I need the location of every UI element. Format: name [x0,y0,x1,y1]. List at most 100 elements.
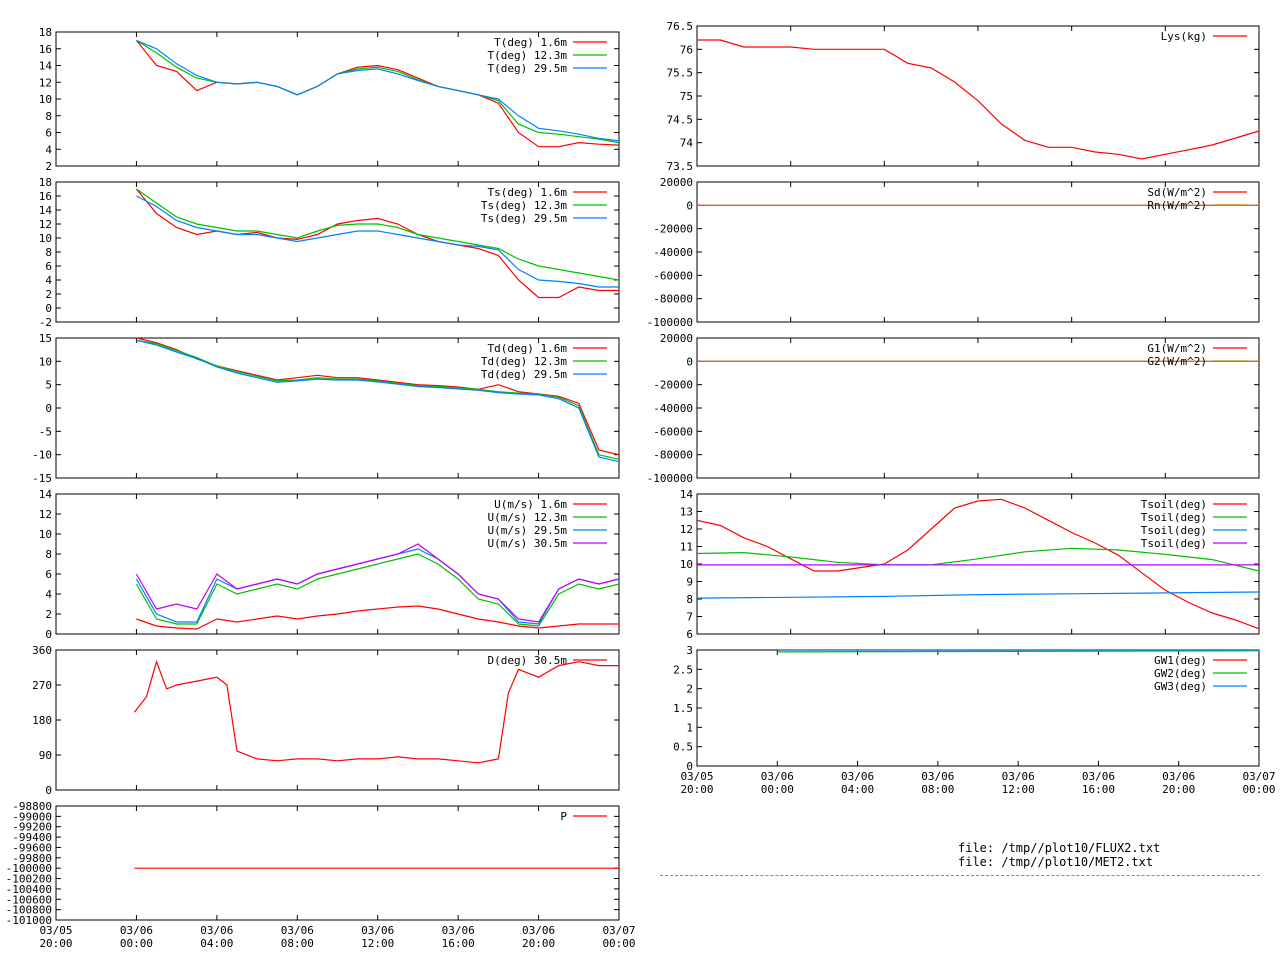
y-tick-label: 2 [45,160,52,173]
x-tick-label: 16:00 [1082,783,1115,796]
x-tick-label: 20:00 [522,937,555,950]
y-tick-label: 4 [45,274,52,287]
y-tick-label: 4 [45,143,52,156]
y-tick-label: 12 [39,76,52,89]
x-tick-label: 03/06 [281,924,314,937]
y-tick-label: 73.5 [667,160,694,173]
y-tick-label: 18 [39,176,52,189]
y-tick-label: 20000 [660,332,693,345]
legend-label: U(m/s) 30.5m [488,537,568,550]
y-tick-label: 0.5 [673,741,693,754]
y-tick-label: 6 [45,127,52,140]
plot-frame [696,649,1260,767]
y-tick-label: 0 [45,784,52,797]
y-tick-label: 15 [39,332,52,345]
y-tick-label: 7 [686,611,693,624]
y-tick-label: -101000 [6,914,52,927]
series-line [136,339,620,463]
y-tick-label: 8 [45,548,52,561]
x-tick-label: 03/06 [442,924,475,937]
legend-label: GW3(deg) [1154,680,1207,693]
y-tick-label: 5 [45,379,52,392]
x-tick-label: 12:00 [1002,783,1035,796]
x-tick-label: 03/06 [1002,770,1035,783]
y-tick-label: 360 [32,644,52,657]
y-tick-label: 4 [45,588,52,601]
x-tick-label: 00:00 [120,937,153,950]
y-tick-label: 0 [45,402,52,415]
y-tick-label: 76 [680,43,693,56]
y-tick-label: 16 [39,43,52,56]
y-tick-label: 20000 [660,176,693,189]
legend-label: Rn(W/m^2) [1147,199,1207,212]
legend-label: U(m/s) 12.3m [488,511,568,524]
y-tick-label: -80000 [653,293,693,306]
y-tick-label: 1.5 [673,702,693,715]
y-tick-label: 0 [686,355,693,368]
y-tick-label: 0 [45,628,52,641]
y-tick-label: -100000 [647,316,693,329]
y-tick-label: -40000 [653,246,693,259]
y-tick-label: 0 [686,760,693,773]
y-tick-label: -80000 [653,449,693,462]
y-tick-label: -99400 [12,831,52,844]
y-tick-label: 8 [45,246,52,259]
x-tick-label: 20:00 [1162,783,1195,796]
plot-frame [696,493,1260,635]
y-tick-label: 10 [39,528,52,541]
series-line [777,650,1260,653]
y-tick-label: 2.5 [673,663,693,676]
legend-label: Td(deg) 1.6m [488,342,568,355]
y-tick-label: 14 [39,60,53,73]
y-tick-label: -60000 [653,269,693,282]
y-tick-label: -100800 [6,904,52,917]
plot-frame [55,31,620,167]
plot-frame [55,493,620,635]
y-tick-label: -99600 [12,841,52,854]
y-tick-label: -99200 [12,821,52,834]
y-tick-label: 2 [45,608,52,621]
x-tick-label: 20:00 [680,783,713,796]
x-tick-label: 03/06 [120,924,153,937]
y-tick-label: -15 [32,472,52,485]
y-tick-label: 6 [686,628,693,641]
x-tick-label: 00:00 [761,783,794,796]
legend-label: T(deg) 12.3m [488,49,568,62]
y-tick-label: -100400 [6,883,52,896]
y-tick-label: 6 [45,568,52,581]
y-tick-label: 14 [39,488,53,501]
y-tick-label: -40000 [653,402,693,415]
y-tick-label: 3 [686,644,693,657]
y-tick-label: 10 [39,355,52,368]
y-tick-label: 12 [680,523,693,536]
y-tick-label: 1 [686,721,693,734]
y-tick-label: -20000 [653,379,693,392]
y-tick-label: -100600 [6,893,52,906]
legend-label: Tsoil(deg) [1141,511,1207,524]
y-tick-label: 6 [45,260,52,273]
y-tick-label: 76.5 [667,20,694,33]
legend-label: GW2(deg) [1154,667,1207,680]
y-tick-label: -99800 [12,852,52,865]
series-line [696,591,1260,599]
y-tick-label: 74.5 [667,113,694,126]
legend-label: Tsoil(deg) [1141,537,1207,550]
legend-label: D(deg) 30.5m [488,654,568,667]
y-tick-label: -10 [32,449,52,462]
x-tick-label: 03/06 [761,770,794,783]
series-line [697,39,1260,160]
x-tick-label: 00:00 [1242,783,1275,796]
y-tick-label: 8 [686,593,693,606]
y-tick-label: -100200 [6,873,52,886]
series-line [136,339,620,460]
x-tick-label: 00:00 [602,937,635,950]
legend-label: P [560,810,567,823]
legend-label: Tsoil(deg) [1141,524,1207,537]
y-tick-label: 270 [32,679,52,692]
x-tick-label: 20:00 [39,937,72,950]
x-tick-label: 03/06 [1162,770,1195,783]
legend-label: Ts(deg) 1.6m [488,186,568,199]
y-tick-label: 11 [680,541,693,554]
x-tick-label: 03/06 [841,770,874,783]
